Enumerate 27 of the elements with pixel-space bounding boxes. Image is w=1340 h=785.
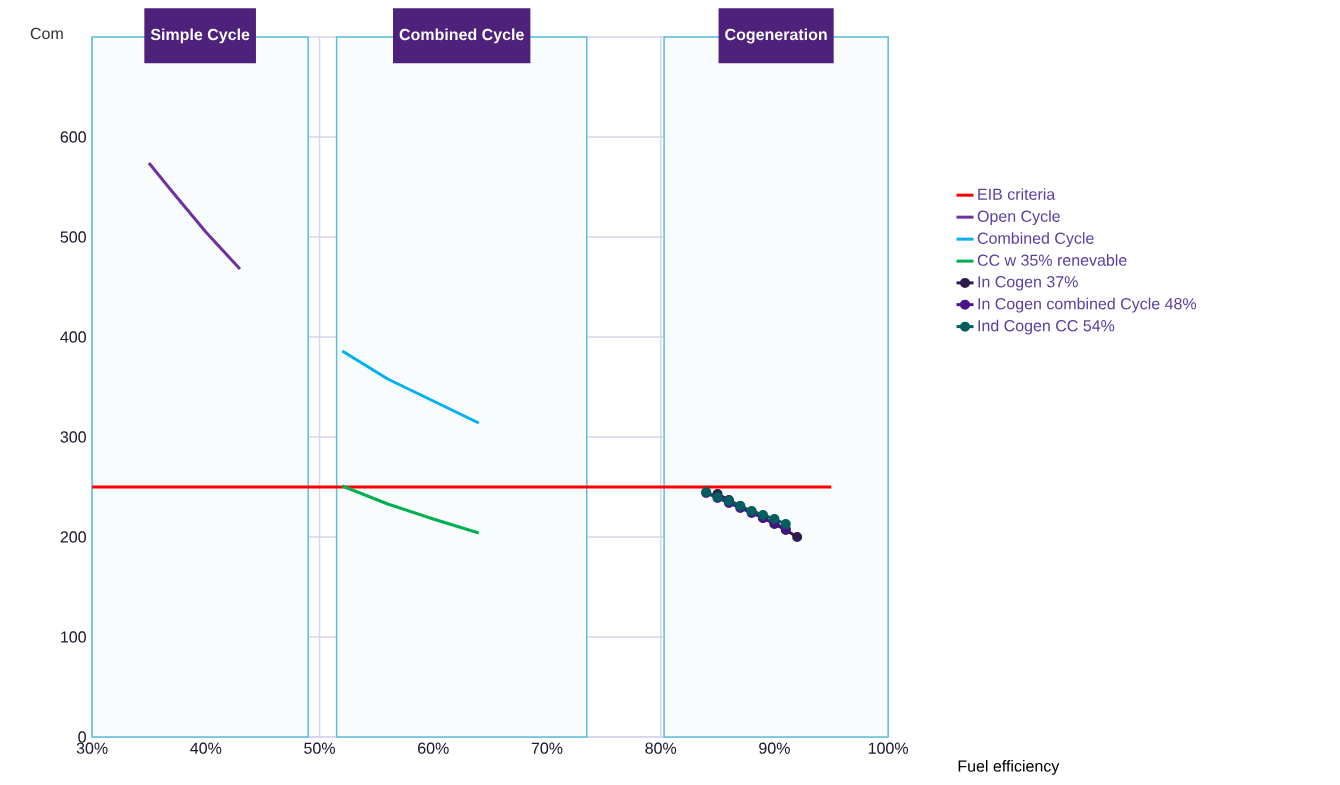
x-tick-label: 60% bbox=[418, 742, 449, 754]
x-tick-label: 90% bbox=[759, 742, 790, 754]
band-label: Cogeneration bbox=[725, 28, 827, 44]
band-label: Combined Cycle bbox=[399, 28, 524, 44]
x-tick-label: 80% bbox=[645, 742, 677, 754]
x-tick-label: 30% bbox=[76, 742, 108, 754]
legend-label: In Cogen 37% bbox=[978, 276, 1078, 291]
x-tick-label: 40% bbox=[190, 742, 222, 754]
legend-label: Combined Cycle bbox=[977, 232, 1094, 248]
x-tick-label: 100% bbox=[868, 742, 909, 754]
legend-label: CC w 35% renevable bbox=[977, 254, 1127, 266]
y-tick-label: 600 bbox=[60, 131, 86, 143]
x-axis-title: Fuel efficiency bbox=[958, 760, 1060, 775]
x-tick-label: 50% bbox=[304, 742, 335, 754]
y-tick-label: 100 bbox=[61, 631, 86, 643]
legend-label: Ind Cogen CC 54% bbox=[978, 319, 1115, 335]
y-tick-label: 200 bbox=[60, 531, 86, 543]
x-tick-label: 70% bbox=[531, 742, 563, 754]
y-tick-label: 0 bbox=[78, 731, 86, 743]
legend-label: Open Cycle bbox=[977, 210, 1060, 226]
y-axis-title: Com bbox=[30, 27, 63, 40]
legend-label: In Cogen combined Cycle 48% bbox=[978, 297, 1197, 313]
y-tick-label: 300 bbox=[60, 431, 86, 443]
y-tick-label: 400 bbox=[60, 331, 86, 343]
y-tick-label: 500 bbox=[60, 231, 86, 243]
legend-label: EIB criteria bbox=[978, 188, 1056, 200]
band-label: Simple Cycle bbox=[150, 28, 250, 44]
